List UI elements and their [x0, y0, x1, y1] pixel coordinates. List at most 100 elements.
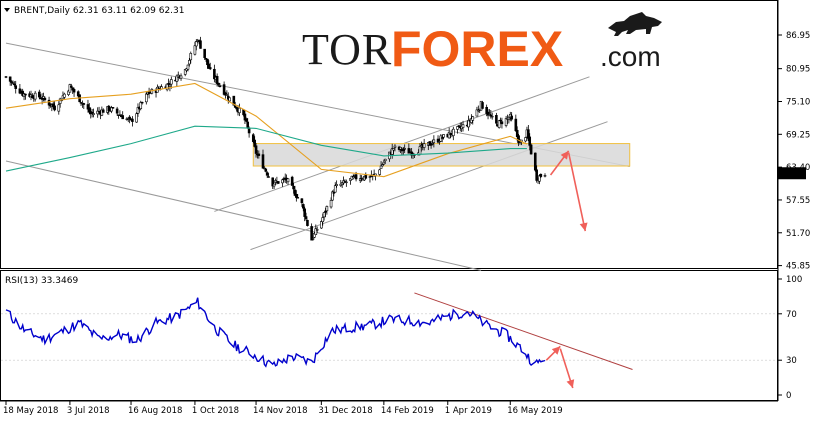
candle-body [539, 174, 543, 177]
bull-icon [608, 12, 662, 36]
candle-body [118, 114, 122, 116]
candle-body [500, 121, 504, 125]
forecast-arrow-down [567, 152, 587, 232]
candle-body [82, 103, 86, 105]
candle-body [514, 118, 518, 132]
candle-body [499, 119, 502, 122]
rsi-trendline [414, 292, 633, 370]
candle-body [186, 64, 190, 70]
candle-body [533, 152, 537, 171]
candle-body [203, 48, 206, 58]
rsi-tick-label: 30 [786, 356, 797, 366]
candle-body [14, 85, 18, 89]
candle-body [440, 137, 444, 139]
candle-body [58, 98, 62, 104]
candle-body [524, 137, 527, 142]
candle-body [135, 113, 138, 123]
rsi-arrow-down-head [566, 379, 575, 389]
price-tick-label: 86.95 [786, 31, 810, 41]
candle-body [111, 107, 115, 109]
candle-body [515, 129, 519, 138]
candle-body [121, 115, 124, 120]
candle-body [481, 102, 484, 109]
candle-body [53, 105, 56, 111]
candle-body [193, 45, 197, 55]
candle-body [490, 115, 494, 118]
candle-body [286, 178, 290, 183]
forecast-arrow-up-head [560, 150, 569, 160]
candle-body [222, 84, 226, 95]
date-tick-label: 16 May 2019 [507, 406, 562, 416]
candle-body [329, 200, 333, 208]
collapse-arrow-icon[interactable] [4, 8, 10, 12]
candle-body [168, 84, 172, 87]
candle-body [303, 208, 306, 217]
candle-body [267, 176, 270, 178]
candle-body [24, 93, 27, 96]
candle-body [495, 115, 498, 124]
candle-body [538, 175, 541, 182]
candle-body [33, 92, 37, 100]
candle-body [195, 41, 198, 47]
candle-body [110, 107, 113, 112]
candle-body [497, 120, 501, 128]
candle-body [392, 148, 395, 151]
candle-body [139, 102, 143, 109]
date-tick-label: 14 Nov 2018 [253, 406, 307, 416]
candle-body [300, 198, 304, 204]
logo-tor-text: TOR [302, 25, 392, 74]
candle-body [383, 158, 387, 162]
candle-body [8, 76, 12, 82]
candle-body [170, 79, 173, 85]
candle-body [393, 145, 397, 148]
chan-lower-desc [5, 160, 482, 271]
candle-body [431, 143, 434, 145]
candle-body [310, 226, 313, 241]
candle-body [264, 168, 268, 172]
torforex-logo: TOR FOREX .com [302, 12, 662, 77]
candle-body [333, 185, 337, 193]
candle-body [529, 144, 533, 155]
candle-body [92, 113, 95, 115]
candle-body [179, 75, 183, 79]
rsi-line [5, 297, 546, 368]
candle-body [38, 91, 41, 98]
candle-body [67, 90, 70, 95]
candle-body [47, 99, 51, 106]
candle-body [528, 136, 532, 146]
date-tick-label: 14 Feb 2019 [381, 406, 434, 416]
date-tick-label: 31 Dec 2018 [318, 406, 372, 416]
rsi-tick-label: 70 [786, 310, 797, 320]
price-panel-frame [0, 0, 778, 269]
chan-rising-lower [250, 121, 608, 251]
candle-body [140, 101, 144, 104]
candle-body [345, 181, 348, 184]
current-price-tag [778, 167, 806, 180]
date-tick-label: 1 Apr 2019 [445, 406, 492, 416]
candle-body [402, 149, 405, 151]
candle-body [325, 206, 329, 212]
candle-body [442, 134, 445, 138]
candle-body [382, 161, 386, 165]
candle-body [381, 164, 384, 167]
candle-body [351, 176, 355, 179]
candle-body [271, 177, 275, 187]
rsi-tick-label: 0 [786, 391, 791, 401]
candle-body [257, 153, 261, 156]
resistance-zone [252, 143, 631, 167]
candle-body [13, 83, 16, 86]
candle-body [76, 91, 80, 97]
current-price-label: 62.31 [781, 169, 805, 179]
candle-body [246, 121, 250, 128]
candle-body [296, 197, 300, 199]
logo-com-text: .com [600, 41, 661, 72]
rsi-panel-frame [0, 270, 778, 401]
date-tick-label: 3 Jul 2018 [67, 406, 110, 416]
candle-body [418, 146, 422, 155]
price-tick-label: 51.70 [786, 229, 810, 239]
candle-body [429, 144, 433, 146]
candle-body [189, 53, 193, 61]
candle-body [276, 181, 280, 184]
candle-body [167, 83, 170, 85]
candle-body [422, 143, 426, 148]
